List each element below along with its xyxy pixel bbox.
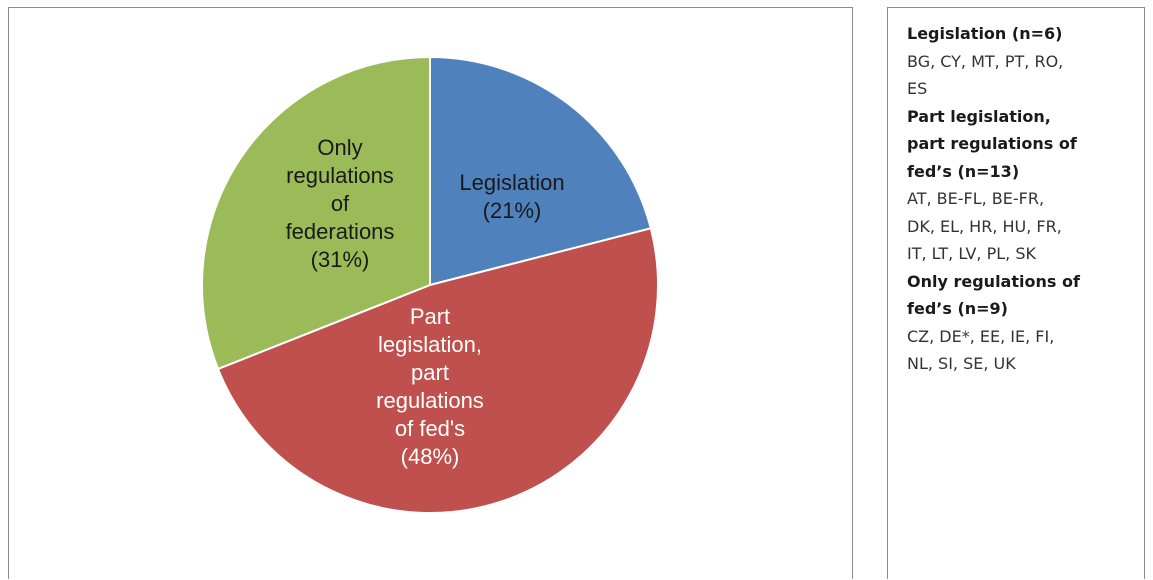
legend-group-countries: AT, BE-FL, BE-FR, DK, EL, HR, HU, FR, IT… — [907, 185, 1132, 268]
legend-group-countries: CZ, DE*, EE, IE, FI, NL, SI, SE, UK — [907, 323, 1132, 378]
legend-group-title: Only regulations of fed’s (n=9) — [907, 268, 1132, 323]
slice-label-line: (31%) — [311, 247, 370, 272]
legend-group-legislation: Legislation (n=6) BG, CY, MT, PT, RO, ES — [907, 20, 1132, 103]
legend-title-line: fed’s (n=9) — [907, 299, 1008, 318]
slice-label-line: (48%) — [401, 444, 460, 469]
legend-title-line: fed’s (n=13) — [907, 161, 1020, 181]
slice-label-line: regulations — [376, 388, 484, 413]
legend-country-line: NL, SI, SE, UK — [907, 354, 1016, 373]
slice-label: Part legislation, part regulations of fed's (… — [376, 304, 484, 469]
slice-label-line: part — [411, 360, 449, 385]
pie-slice — [216, 227, 659, 515]
legend-country-line: IT, LT, LV, PL, SK — [907, 244, 1036, 263]
legend-group-only-regulations: Only regulations of fed’s (n=9) CZ, DE*,… — [907, 268, 1132, 378]
pie-slice — [201, 55, 431, 371]
legend-country-line: AT, BE-FL, BE-FR, — [907, 189, 1045, 208]
legend-country-line: BG, CY, MT, PT, RO, — [907, 51, 1064, 71]
legend-title-line: Part legislation, — [907, 106, 1051, 126]
legend-panel: Legislation (n=6) BG, CY, MT, PT, RO, ES… — [887, 7, 1145, 579]
slice-label-line: legislation, — [378, 332, 482, 357]
legend-title-line: Only regulations of — [907, 271, 1080, 291]
slice-label: Only regulations of federations (31%) — [286, 135, 395, 272]
legend-country-line: ES — [907, 79, 928, 98]
slice-label-line: Only — [317, 135, 362, 160]
slice-label-line: (21%) — [483, 198, 542, 223]
slice-label-line: Legislation — [459, 170, 564, 195]
slice-label-line: Part — [410, 304, 450, 329]
legend-title-line: part regulations of — [907, 134, 1077, 153]
legend-title-line: Legislation (n=6) — [907, 24, 1063, 43]
pie-chart: Legislation (21%) Part legislation, part regu… — [201, 55, 659, 515]
legend-group-part-legislation: Part legislation, part regulations of fe… — [907, 103, 1132, 268]
chart-area: Legislation (21%) Part legislation, part regu… — [8, 7, 853, 579]
legend-country-line: DK, EL, HR, HU, FR, — [907, 216, 1062, 236]
slice-label-line: of fed's — [395, 416, 465, 441]
pie-slice — [429, 55, 653, 287]
slice-label-line: of — [331, 191, 350, 216]
legend-country-line: CZ, DE*, EE, IE, FI, — [907, 326, 1055, 346]
slice-label: Legislation (21%) — [459, 170, 564, 223]
legend-group-title: Legislation (n=6) — [907, 20, 1132, 48]
slice-label-line: federations — [286, 219, 395, 244]
legend-group-title: Part legislation, part regulations of fe… — [907, 103, 1132, 186]
legend-group-countries: BG, CY, MT, PT, RO, ES — [907, 48, 1132, 103]
slice-label-line: regulations — [286, 163, 394, 188]
